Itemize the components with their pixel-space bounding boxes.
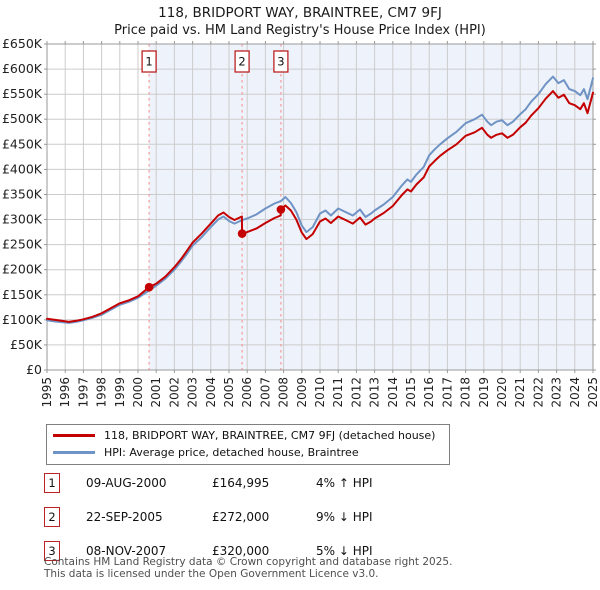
x-tick-label: 2009 (295, 377, 309, 408)
x-tick-label: 2022 (531, 377, 545, 408)
y-tick-label: £200K (2, 262, 43, 277)
x-tick-label: 2021 (513, 377, 527, 408)
x-tick-label: 1996 (58, 377, 72, 408)
x-tick-label: 1999 (113, 377, 127, 408)
x-tick-label: 2016 (422, 377, 436, 408)
plot-border (46, 43, 594, 371)
transaction-row-1: 1 09-AUG-2000 £164,995 4% ↑ HPI (0, 473, 600, 493)
price-history-chart: 1 2 3 £0 £50K £100K £150K £200K £250K £300K £350K £… (2, 36, 600, 408)
x-tick-label: 2005 (222, 377, 236, 408)
transaction-2-price: £272,000 (212, 510, 270, 524)
transaction-2-hpi-delta: 9% ↓ HPI (316, 510, 373, 524)
sale-marker-box-3 (273, 50, 289, 73)
x-tick-label: 2003 (186, 377, 200, 408)
transaction-3-marker: 3 (44, 541, 60, 561)
transaction-3-price: £320,000 (212, 544, 270, 558)
legend-property-label: 118, BRIDPORT WAY, BRAINTREE, CM7 9FJ (d… (104, 429, 436, 442)
x-tick-label: 2007 (258, 377, 272, 408)
sale-marker-box-1 (141, 50, 157, 73)
sale-marker-label-2: 2 (238, 55, 245, 69)
transaction-1-date: 09-AUG-2000 (86, 476, 167, 490)
x-tick-label: 2013 (368, 377, 382, 408)
x-tick-label: 2020 (495, 377, 509, 408)
page-title: 118, BRIDPORT WAY, BRAINTREE, CM7 9FJ (158, 5, 442, 21)
x-tick-label: 1997 (76, 377, 90, 408)
series-line-property (46, 90, 594, 323)
x-tick-label: 2017 (440, 377, 454, 408)
ownership-period-shading (149, 44, 593, 370)
chart-legend: 118, BRIDPORT WAY, BRAINTREE, CM7 9FJ (d… (46, 424, 450, 465)
y-tick-label: £450K (2, 136, 43, 151)
x-tick-label: 2015 (404, 377, 418, 408)
hpi-line-swatch (53, 451, 95, 454)
y-tick-label: £250K (2, 237, 43, 252)
sale-point-3 (276, 205, 286, 214)
y-tick-label: £50K (10, 337, 43, 352)
grid (44, 41, 596, 373)
series-line-hpi (46, 75, 594, 324)
transaction-1-marker: 1 (44, 473, 60, 493)
license-footer-line1: Contains HM Land Registry data © Crown c… (44, 556, 453, 568)
y-tick-label: £150K (2, 287, 43, 302)
y-tick-label: £100K (2, 312, 43, 327)
legend-row-hpi: HPI: Average price, detached house, Brai… (47, 444, 449, 461)
x-tick-label: 2014 (386, 377, 400, 408)
sale-point-1 (144, 282, 154, 292)
x-tick-label: 2000 (131, 377, 145, 408)
x-tick-label: 1995 (40, 377, 54, 408)
x-tick-label: 2001 (149, 377, 163, 408)
license-footer: Contains HM Land Registry data © Crown c… (44, 556, 453, 580)
license-footer-line2: This data is licensed under the Open Gov… (44, 567, 379, 580)
y-tick-label: £550K (2, 86, 43, 101)
x-tick-label: 2008 (277, 377, 291, 408)
y-tick-label: £350K (2, 187, 43, 202)
transaction-1-hpi-delta: 4% ↑ HPI (316, 476, 373, 490)
x-tick-label: 2012 (349, 377, 363, 408)
legend-hpi-label: HPI: Average price, detached house, Brai… (104, 446, 359, 459)
y-tick-label: £300K (2, 212, 43, 227)
property-line-swatch (53, 434, 95, 437)
transaction-1-price: £164,995 (212, 476, 270, 490)
x-tick-label: 2004 (204, 377, 218, 408)
x-tick-label: 2024 (568, 377, 582, 408)
x-tick-label: 1998 (95, 377, 109, 408)
sale-marker-label-3: 3 (277, 55, 284, 69)
transaction-row-3: 3 08-NOV-2007 £320,000 5% ↓ HPI (0, 541, 600, 561)
transaction-row-2: 2 22-SEP-2005 £272,000 9% ↓ HPI (0, 507, 600, 527)
y-tick-label: £400K (2, 161, 43, 176)
transaction-2-marker: 2 (44, 507, 60, 527)
x-tick-label: 2019 (477, 377, 491, 408)
legend-row-property: 118, BRIDPORT WAY, BRAINTREE, CM7 9FJ (d… (47, 427, 449, 444)
y-tick-label: £0 (26, 362, 42, 377)
x-tick-label: 2011 (331, 377, 345, 408)
sale-marker-label-1: 1 (145, 55, 152, 69)
transaction-3-date: 08-NOV-2007 (86, 544, 167, 558)
x-tick-label: 2018 (459, 377, 473, 408)
sale-point-2 (237, 229, 247, 238)
x-tick-label: 2023 (550, 377, 564, 408)
x-tick-label: 2006 (240, 377, 254, 408)
transaction-2-date: 22-SEP-2005 (86, 510, 163, 524)
y-tick-label: £500K (2, 111, 43, 126)
x-tick-label: 2002 (167, 377, 181, 408)
y-tick-label: £600K (2, 61, 43, 76)
x-tick-label: 2010 (313, 377, 327, 408)
sale-marker-box-2 (234, 50, 250, 73)
x-tick-label: 2025 (586, 377, 600, 408)
page-subtitle: Price paid vs. HM Land Registry's House … (114, 23, 486, 38)
transaction-3-hpi-delta: 5% ↓ HPI (316, 544, 373, 558)
y-tick-label: £650K (2, 36, 43, 51)
